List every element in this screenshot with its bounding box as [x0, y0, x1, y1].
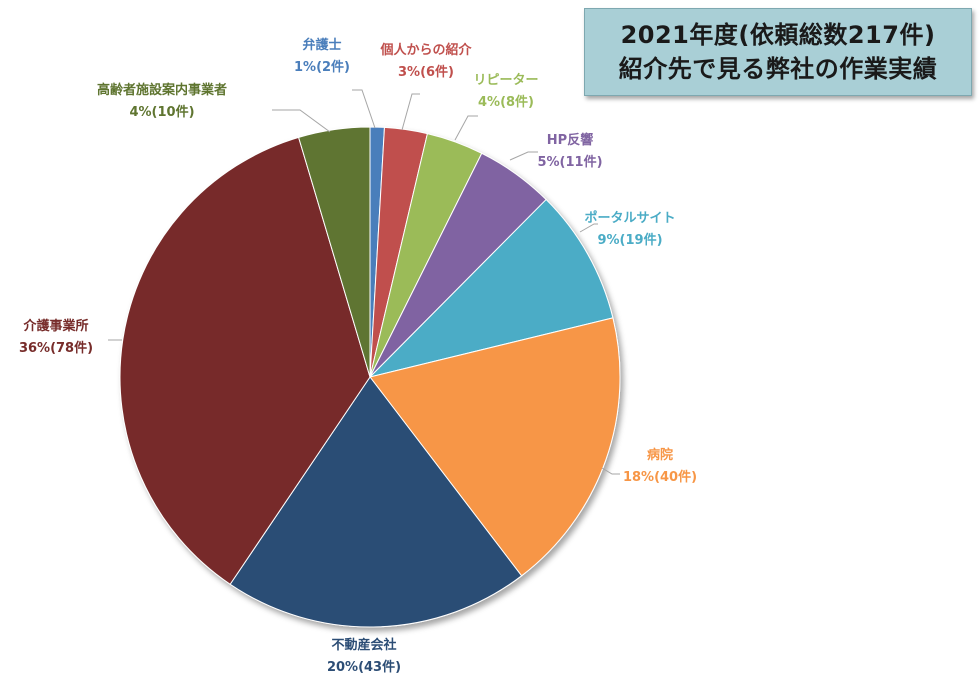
- slice-label-value-3: 4%(8件): [478, 94, 534, 110]
- slice-label-name-3: リピーター: [473, 73, 538, 88]
- slice-label-value-4: 5%(11件): [537, 154, 602, 170]
- leader-line-2: [401, 93, 420, 131]
- pie-slices: [119, 126, 621, 628]
- pie-slice-7: [229, 376, 523, 628]
- chart-title-line-2: 紹介先で見る弊社の作業実績: [618, 55, 938, 83]
- slice-label-value-7: 20%(43件): [327, 659, 401, 675]
- slice-label-value-5: 9%(19件): [597, 232, 662, 248]
- pie-slice-8: [119, 136, 371, 585]
- slice-label-value-9: 4%(10件): [129, 104, 194, 120]
- slice-label-name-9: 高齢者施設案内事業者: [97, 82, 227, 98]
- slice-label-name-4: HP反響: [547, 132, 593, 148]
- slice-label-name-5: ポータルサイト: [584, 210, 675, 226]
- slice-label-name-7: 不動産会社: [331, 637, 396, 653]
- chart-title-box: 2021年度(依頼総数217件) 紹介先で見る弊社の作業実績: [584, 8, 972, 96]
- leader-line-6: [601, 467, 620, 475]
- slice-label-value-2: 3%(6件): [398, 64, 454, 80]
- slice-label-name-1: 弁護士: [302, 37, 341, 53]
- leader-line-3: [454, 115, 478, 141]
- slice-label-name-2: 個人からの紹介: [379, 42, 472, 58]
- pie-slice-6: [369, 317, 621, 577]
- leader-line-5: [579, 223, 598, 233]
- pie-slice-9: [297, 126, 371, 378]
- slice-label-name-8: 介護事業所: [22, 318, 88, 334]
- slice-label-value-6: 18%(40件): [623, 469, 697, 485]
- slice-label-name-6: 病院: [647, 447, 673, 463]
- chart-title-line-1: 2021年度(依頼総数217件): [620, 21, 936, 49]
- leader-line-4: [509, 151, 538, 161]
- slice-label-value-8: 36%(78件): [19, 340, 93, 356]
- leader-line-1: [352, 89, 376, 129]
- leader-line-9: [272, 109, 331, 133]
- pie-slice-5: [368, 198, 614, 378]
- slice-label-value-1: 1%(2件): [294, 59, 350, 75]
